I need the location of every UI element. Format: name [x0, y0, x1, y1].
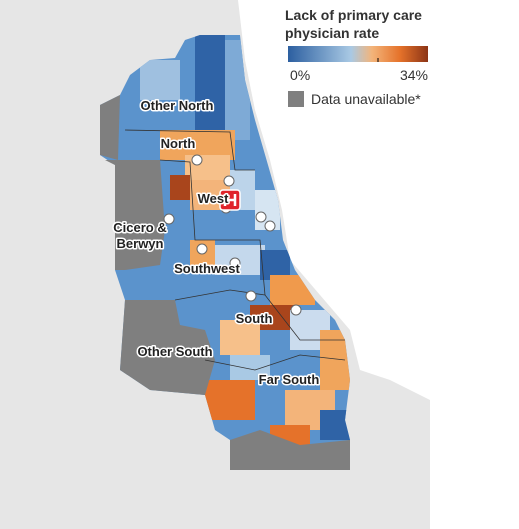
legend-max: 34% — [400, 67, 428, 83]
hospital-icon — [219, 189, 241, 211]
lake — [238, 0, 519, 529]
unavailable-areas — [100, 95, 350, 470]
region-borders — [124, 129, 346, 371]
region-label: Berwyn — [117, 236, 164, 251]
legend-unavailable: Data unavailable* — [311, 91, 421, 107]
legend-title: physician rate — [285, 25, 379, 41]
region-label: Southwest — [174, 261, 240, 276]
legend-unavailable-swatch — [288, 91, 304, 107]
region-label: Cicero & — [113, 220, 166, 235]
region-label: Other North — [141, 98, 214, 113]
region-label: West — [198, 191, 229, 206]
region-label: North — [161, 136, 196, 151]
legend-title: Lack of primary care — [285, 7, 422, 23]
region-label: South — [236, 311, 273, 326]
legend-gradient — [288, 46, 428, 62]
legend-min: 0% — [290, 67, 310, 83]
region-label: Other South — [137, 344, 212, 359]
region-label: Far South — [259, 372, 320, 387]
